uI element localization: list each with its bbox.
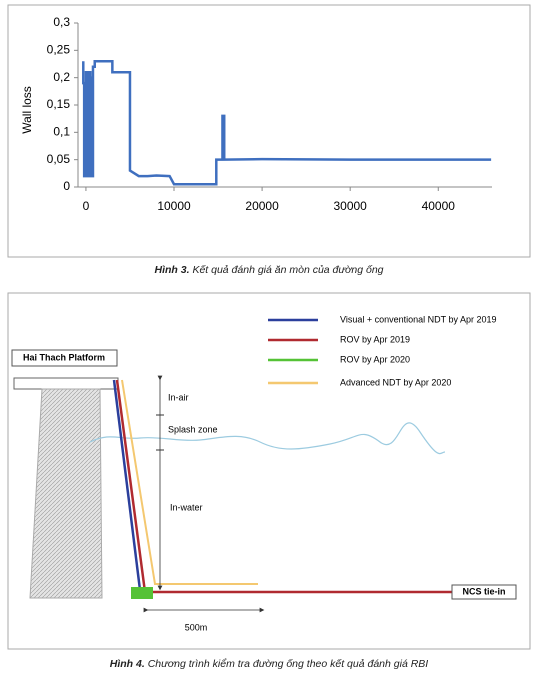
route-rov-2019 xyxy=(115,379,452,594)
caption-label: Hình 4. xyxy=(109,658,145,670)
zone-label: Splash zone xyxy=(168,424,218,434)
x-tick-label: 20000 xyxy=(245,199,279,213)
y-tick-label: 0,15 xyxy=(47,97,71,111)
distance-label: 500m xyxy=(185,622,208,632)
frame xyxy=(7,292,531,650)
deck xyxy=(13,377,119,390)
caption: Hình 3. Kết quả đánh giá ăn mòn của đườn… xyxy=(0,264,538,276)
x-tick-label: 30000 xyxy=(333,199,367,213)
y-tick-label: 0,2 xyxy=(53,70,70,84)
tie-in-label: NCS tie-in xyxy=(462,586,505,596)
y-tick-label: 0,25 xyxy=(47,43,71,57)
legend-label: ROV by Apr 2019 xyxy=(340,334,410,344)
tie-in-box xyxy=(451,584,517,600)
caption-text: Chương trình kiểm tra đường ống theo kết… xyxy=(147,658,429,670)
zone-label: In-air xyxy=(168,392,189,402)
figure-3: Wall loss 0 0,05 0,1 0,15 0,2 0,25 0,3 0 10000 20… xyxy=(7,4,531,258)
caption-text: Kết quả đánh giá ăn mòn của đường ống xyxy=(192,264,384,276)
x-tick-label: 0 xyxy=(83,199,90,213)
x-tick-label: 10000 xyxy=(157,199,191,213)
caption-label: Hình 3. xyxy=(154,264,190,276)
zone-label: In-water xyxy=(170,502,203,512)
platform-label-box xyxy=(11,349,118,367)
route-visual-ndt xyxy=(112,379,142,591)
y-tick-label: 0,3 xyxy=(53,15,70,29)
legend-label: Advanced NDT by Apr 2020 xyxy=(340,377,451,387)
jacket xyxy=(29,388,103,599)
rov-2020-zone xyxy=(131,587,153,599)
platform-label: Hai Thach Platform xyxy=(23,352,105,362)
legend-label: ROV by Apr 2020 xyxy=(340,354,410,364)
caption: Hình 4. Chương trình kiểm tra đường ống … xyxy=(0,658,538,670)
route-advanced-ndt xyxy=(121,379,258,585)
y-tick-label: 0,05 xyxy=(47,152,71,166)
data-line xyxy=(82,60,492,186)
y-tick-label: 0 xyxy=(63,179,70,193)
y-tick-label: 0,1 xyxy=(53,125,70,139)
frame xyxy=(7,4,531,258)
y-axis-label: Wall loss xyxy=(20,86,34,134)
x-tick-label: 40000 xyxy=(422,199,456,213)
sea-surface xyxy=(89,422,446,455)
figure-4: Hai Thach Platform NCS tie-in In-air Spl… xyxy=(7,292,531,650)
legend-label: Visual + conventional NDT by Apr 2019 xyxy=(340,314,497,324)
